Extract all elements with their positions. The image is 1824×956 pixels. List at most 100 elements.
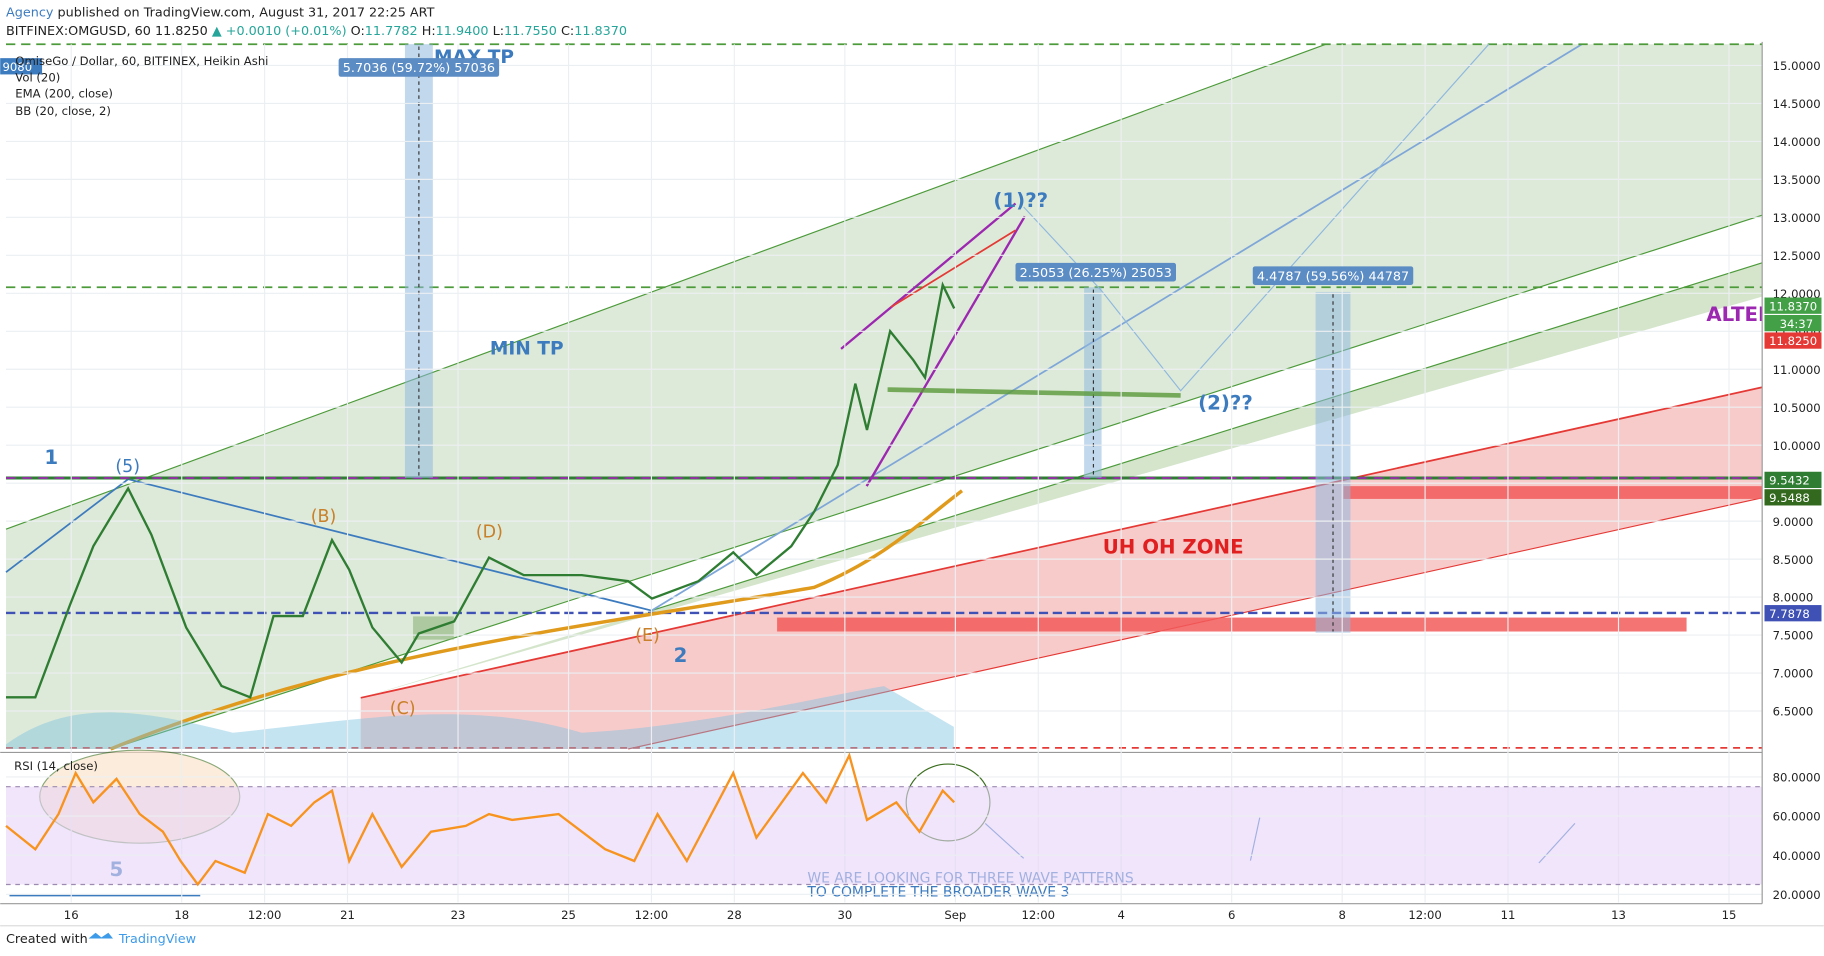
y-tick-label: 8.0000: [1773, 591, 1814, 605]
y-tick-label: 60.0000: [1773, 810, 1821, 824]
annotation: (5): [115, 457, 140, 477]
author: Agency: [6, 5, 54, 20]
y-tick-label: 14.5000: [1773, 97, 1821, 111]
annotation: UH OH ZONE: [1103, 536, 1244, 559]
y-tick-label: 13.0000: [1773, 211, 1821, 225]
annotation: 2: [674, 644, 688, 667]
svg-text:BITFINEX:OMGUSD, 60 11.8250 ▲: BITFINEX:OMGUSD, 60 11.8250 ▲ +0.0010 (+…: [6, 24, 627, 39]
x-tick-label: 28: [727, 908, 742, 922]
annotation: (2)??: [1198, 391, 1253, 414]
x-tick-label: 12:00: [248, 908, 282, 922]
y-tick-label: 80.0000: [1773, 771, 1821, 785]
y-tick-label: 6.5000: [1773, 705, 1814, 719]
ohlc-key: C:: [561, 24, 574, 39]
x-tick-label: 12:00: [1408, 908, 1442, 922]
footer-created: Created with: [6, 932, 88, 947]
price-line: [5, 752, 956, 887]
y-tick-label: 9.0000: [1773, 515, 1814, 529]
legend-item: Vol (20): [15, 70, 60, 84]
y-tick-label: 10.0000: [1773, 439, 1821, 453]
y-tick-label: 20.0000: [1773, 888, 1821, 902]
x-tick-label: 16: [64, 908, 79, 922]
ohlc-value: 11.7550: [504, 24, 557, 39]
measure-label: 4.4787 (59.56%) 44787: [1257, 269, 1409, 284]
measure-box: [1252, 266, 1414, 285]
y-tick-label: 11.0000: [1773, 363, 1821, 377]
y-tick-label: 15.0000: [1773, 59, 1821, 73]
price-line: [6, 281, 956, 699]
countdown: 34:37: [1780, 317, 1814, 331]
y-tick-label: 40.0000: [1773, 849, 1821, 863]
measure-label: 5.7036 (59.72%) 57036: [343, 61, 495, 76]
x-tick-label: 4: [1117, 908, 1124, 922]
legend-item: EMA (200, close): [15, 87, 113, 101]
x-tick-label: 11: [1501, 908, 1516, 922]
annotation: ALTER: [1706, 303, 1773, 326]
price-label-box: [1764, 332, 1822, 349]
x-tick-label: 12:00: [1022, 908, 1056, 922]
annotation: 1: [44, 446, 58, 469]
x-tick-label: 25: [561, 908, 576, 922]
rsi-band: [6, 786, 1763, 885]
rsi-title: RSI (14, close): [14, 759, 98, 773]
axis-panel: Created with TradingView 6.5000 7.0000 7.5…: [0, 41, 1824, 956]
ohlc-value: 11.7782: [365, 24, 418, 39]
published: published on TradingView.com, August 31,…: [58, 5, 435, 20]
legend-item: BB (20, close, 2): [15, 104, 111, 118]
price-label-box: [1764, 489, 1822, 506]
ohlc-value: 11.9400: [436, 24, 489, 39]
symbol: BITFINEX:OMGUSD, 60: [6, 24, 151, 39]
legend-badge: 9080: [3, 60, 33, 74]
y-tick-label: 10.5000: [1773, 401, 1821, 415]
x-tick-label: 12:00: [635, 908, 669, 922]
price-label-box: [1764, 605, 1822, 622]
y-tick-label: 8.5000: [1773, 553, 1814, 567]
ohlc-value: 11.8370: [574, 24, 627, 39]
x-tick-label: 6: [1228, 908, 1235, 922]
measure-box: [338, 58, 500, 77]
y-tick-label: 12.5000: [1773, 249, 1821, 263]
y-tick-label: 14.0000: [1773, 135, 1821, 149]
measure-box: [1015, 262, 1177, 282]
ohlc-key: H:: [422, 24, 436, 39]
x-tick-label: 15: [1722, 908, 1737, 922]
x-tick-label: 8: [1338, 908, 1345, 922]
x-tick-label: 23: [451, 908, 466, 922]
price-label: 7.7878: [1769, 607, 1810, 621]
price-label: 11.8250: [1769, 334, 1817, 348]
change: ▲ +0.0010 (+0.01%): [212, 24, 347, 39]
price-label: 9.5432: [1769, 474, 1810, 488]
price-label: 9.5488: [1769, 491, 1810, 505]
x-tick-label: 13: [1611, 908, 1626, 922]
annotation: (C): [390, 699, 416, 719]
x-tick-label: 30: [837, 908, 852, 922]
legend-item: OmiseGo / Dollar, 60, BITFINEX, Heikin A…: [15, 54, 268, 68]
annotation: (E): [635, 626, 660, 646]
footer-brand: TradingView: [118, 932, 196, 947]
header: Agency published on TradingView.com, Aug…: [0, 0, 1824, 118]
x-tick-label: 18: [174, 908, 189, 922]
price-label: 11.8370: [1769, 299, 1817, 313]
y-tick-label: 7.0000: [1773, 667, 1814, 681]
price-label-box: [1764, 471, 1822, 489]
annotation: (D): [476, 522, 503, 542]
y-tick-label: 7.5000: [1773, 629, 1814, 643]
annotation: (1)??: [993, 189, 1048, 212]
y-tick-label: 12.0000: [1773, 287, 1821, 301]
ohlc-key: O:: [351, 24, 365, 39]
svg-text:Agency published on TradingVie: Agency published on TradingView.com, Aug…: [6, 5, 435, 20]
ohlc-key: L:: [493, 24, 504, 39]
drawings: [5, 43, 1763, 751]
x-tick-label: Sep: [944, 908, 966, 922]
annotation: TO COMPLETE THE BROADER WAVE 3: [806, 885, 1069, 901]
annotation: MIN TP: [490, 339, 564, 360]
last-price: 11.8250: [155, 24, 208, 39]
measure-label: 2.5053 (26.25%) 25053: [1020, 266, 1172, 281]
countdown-box: [1764, 314, 1822, 332]
price-label-box: [1764, 297, 1822, 314]
y-tick-label: 13.5000: [1773, 173, 1821, 187]
annotation: (B): [311, 507, 337, 527]
